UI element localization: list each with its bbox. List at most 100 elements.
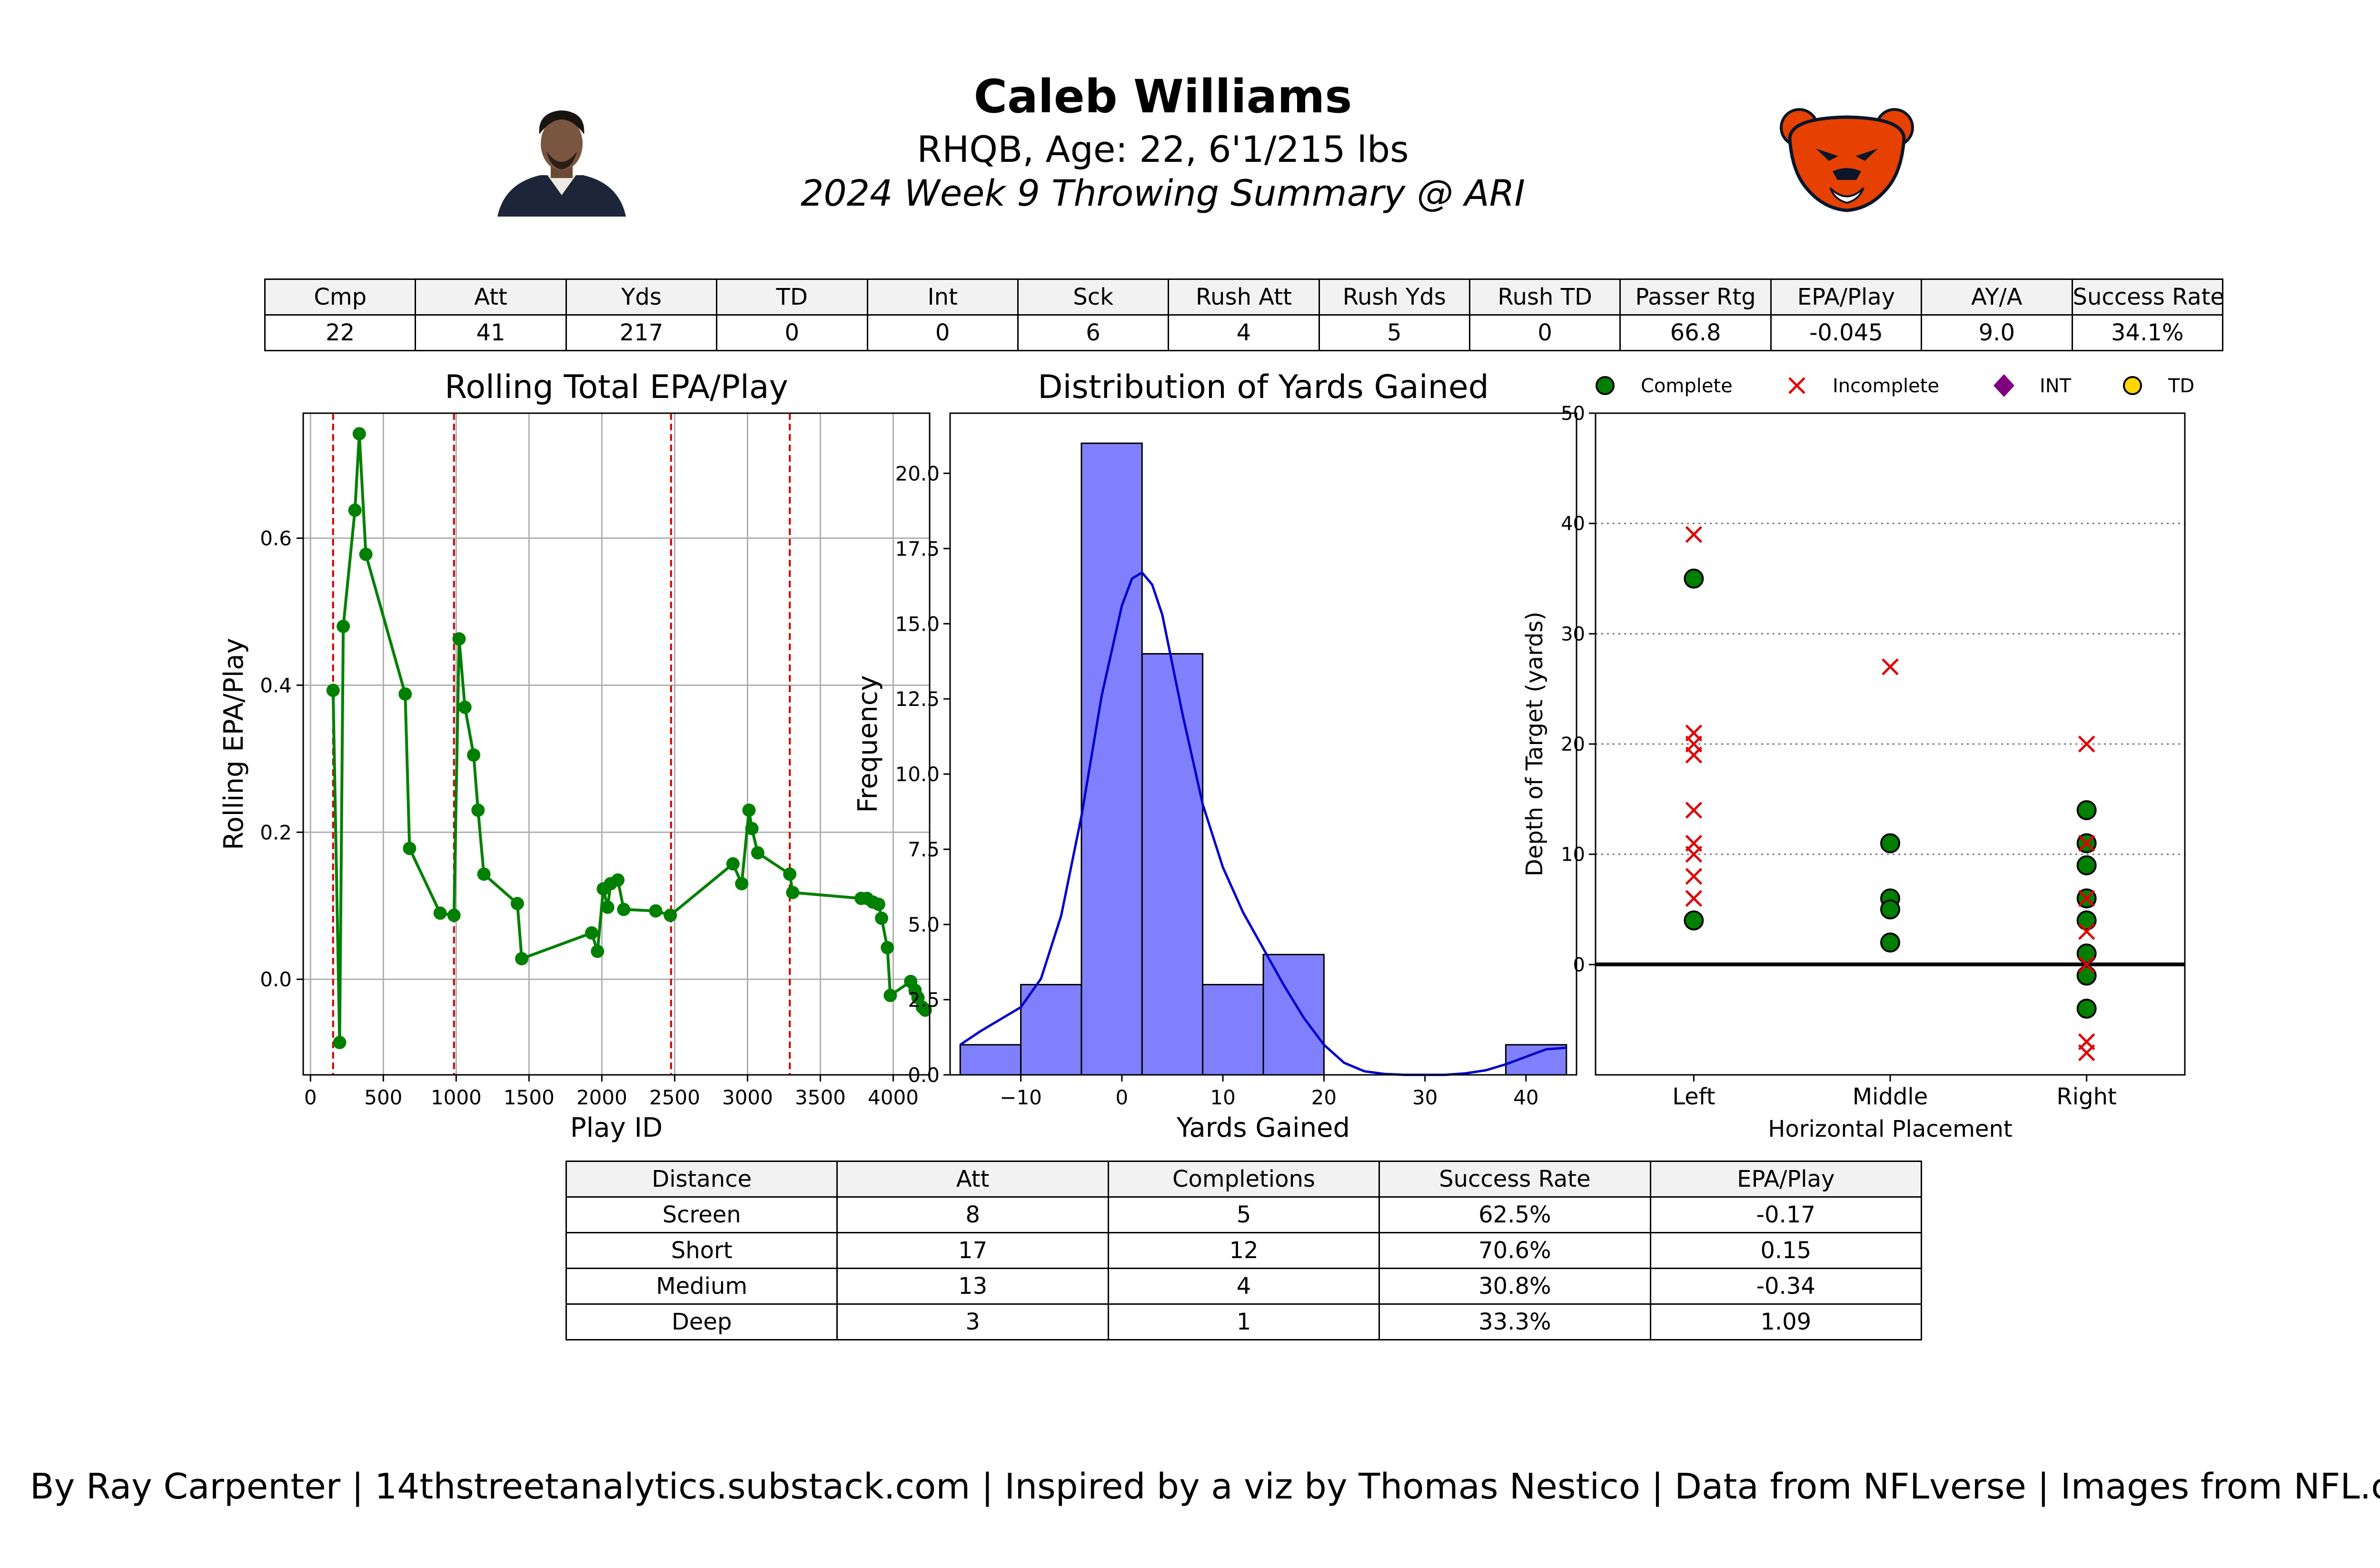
epa-point [467, 748, 481, 762]
y-tick-label: 0.2 [260, 821, 292, 844]
summary-header-row: Cmp Att Yds TD Int Sck Rush Att Rush Yds Rush TD… [264, 278, 2224, 316]
y-tick-label: 30 [1561, 623, 1585, 645]
depth-cell: -0.17 [1649, 1196, 1923, 1233]
complete-pass-marker [2076, 800, 2097, 820]
epa-point [510, 897, 524, 911]
y-tick-label: 2.5 [908, 988, 940, 1012]
summary-cell: 5 [1318, 314, 1471, 351]
epa-point [617, 903, 631, 916]
epa-point [585, 926, 598, 940]
depth-cell: 13 [836, 1268, 1109, 1305]
epa-point [458, 700, 472, 714]
yards-histogram-chart: Distribution of Yards Gained −10 0 10 20 30 4… [853, 368, 1577, 1143]
incomplete-pass-marker [2078, 1044, 2095, 1062]
summary-header-cell: Yds [565, 278, 718, 316]
y-tick-label: 40 [1561, 513, 1585, 535]
depth-cell: Screen [565, 1196, 838, 1233]
game-subtitle: 2024 Week 9 Throwing Summary @ ARI [801, 172, 1525, 214]
incomplete-pass-marker [1685, 868, 1703, 885]
depth-header-row: Distance Att Completions Success Rate EPA/Pl… [565, 1161, 1923, 1198]
summary-header-cell: Rush Att [1168, 278, 1320, 316]
summary-header-cell: Rush Yds [1318, 278, 1471, 316]
epa-point [398, 687, 412, 701]
complete-pass-marker [2076, 910, 2097, 931]
depth-row: Short 17 12 70.6% 0.15 [565, 1232, 1923, 1269]
y-tick-label: 5.0 [908, 913, 940, 936]
epa-point [735, 877, 749, 891]
epa-point [337, 619, 350, 633]
epa-point [601, 900, 615, 914]
epa-point [333, 1036, 347, 1050]
category-label: Left [1672, 1083, 1715, 1110]
depth-cell: Medium [565, 1268, 838, 1305]
depth-cell: -0.34 [1649, 1268, 1923, 1305]
legend-marker [1596, 376, 1615, 395]
x-tick-label: −10 [1000, 1086, 1042, 1109]
summary-cell: -0.045 [1770, 314, 1923, 351]
incomplete-pass-marker [1685, 802, 1703, 819]
summary-header-cell: Int [866, 278, 1019, 316]
x-tick-label: 1500 [504, 1086, 555, 1109]
rolling-epa-xlabel: Play ID [570, 1112, 663, 1143]
x-tick-label: 2000 [576, 1086, 627, 1109]
legend-label: Complete [1641, 375, 1733, 397]
y-tick-label: 10.0 [895, 763, 940, 786]
rolling-epa-line [331, 434, 926, 1043]
y-tick-label: 0.4 [260, 674, 292, 697]
epa-point [591, 944, 605, 958]
x-tick-label: 30 [1412, 1086, 1438, 1109]
epa-point [348, 503, 362, 517]
epa-point [742, 804, 756, 817]
depth-cell: 0.15 [1649, 1232, 1923, 1269]
y-tick-label: 20 [1561, 734, 1585, 755]
summary-cell: 41 [415, 314, 567, 351]
epa-point [447, 908, 461, 922]
complete-pass-marker [2076, 943, 2097, 964]
summary-cell: 0 [866, 314, 1019, 351]
summary-row: 22 41 217 0 0 6 4 5 0 66.8 -0.045 9.0 34.1% [264, 314, 2223, 351]
depth-cell: 12 [1107, 1232, 1380, 1269]
summary-cell: 66.8 [1619, 314, 1772, 351]
epa-point [352, 427, 366, 441]
rolling-epa-title: Rolling Total EPA/Play [445, 368, 788, 406]
x-tick-label: 10 [1210, 1086, 1235, 1109]
epa-point [326, 684, 340, 697]
epa-point [872, 897, 885, 911]
depth-xlabel: Horizontal Placement [1768, 1116, 2013, 1142]
complete-pass-marker [2076, 999, 2097, 1019]
player-bio: RHQB, Age: 22, 6'1/215 lbs [917, 128, 1408, 170]
complete-pass-marker [1880, 833, 1900, 853]
x-tick-label: 40 [1513, 1086, 1538, 1109]
legend-entry-td: TD [2123, 375, 2194, 397]
depth-header-cell: Att [836, 1161, 1109, 1198]
x-tick-label: 500 [364, 1086, 402, 1109]
y-tick-label: 0.0 [908, 1063, 940, 1087]
depth-cell: 1.09 [1649, 1303, 1923, 1340]
y-tick-label: 17.5 [895, 537, 940, 560]
y-tick-label: 0 [1573, 954, 1585, 976]
legend-label: Incomplete [1833, 375, 1939, 397]
epa-point [881, 941, 894, 954]
complete-pass-marker [1880, 899, 1900, 920]
kde-curve [959, 571, 1567, 1076]
depth-cell: 62.5% [1378, 1196, 1651, 1233]
x-tick-label: 3500 [795, 1086, 846, 1109]
histogram-ylabel: Frequency [853, 675, 883, 813]
summary-stats-table: Cmp Att Yds TD Int Sck Rush Att Rush Yds Rush TD… [264, 278, 2224, 351]
y-tick-label: 12.5 [895, 687, 940, 711]
depth-ylabel: Depth of Target (yards) [1521, 612, 1548, 876]
rolling-epa-ylabel: Rolling EPA/Play [218, 638, 249, 850]
epa-point [452, 632, 466, 646]
depth-row: Medium 13 4 30.8% -0.34 [565, 1268, 1923, 1305]
summary-cell: 217 [565, 314, 718, 351]
y-tick-label: 0.6 [260, 527, 292, 550]
depth-cell: Short [565, 1232, 838, 1269]
complete-pass-marker [2076, 855, 2097, 875]
summary-cell: 0 [716, 314, 868, 351]
summary-header-cell: EPA/Play [1770, 278, 1923, 316]
incomplete-pass-marker [1685, 526, 1703, 543]
y-tick-label: 7.5 [908, 838, 940, 861]
summary-cell: 34.1% [2071, 314, 2223, 351]
summary-header-cell: Cmp [264, 278, 416, 316]
epa-point [649, 904, 663, 918]
